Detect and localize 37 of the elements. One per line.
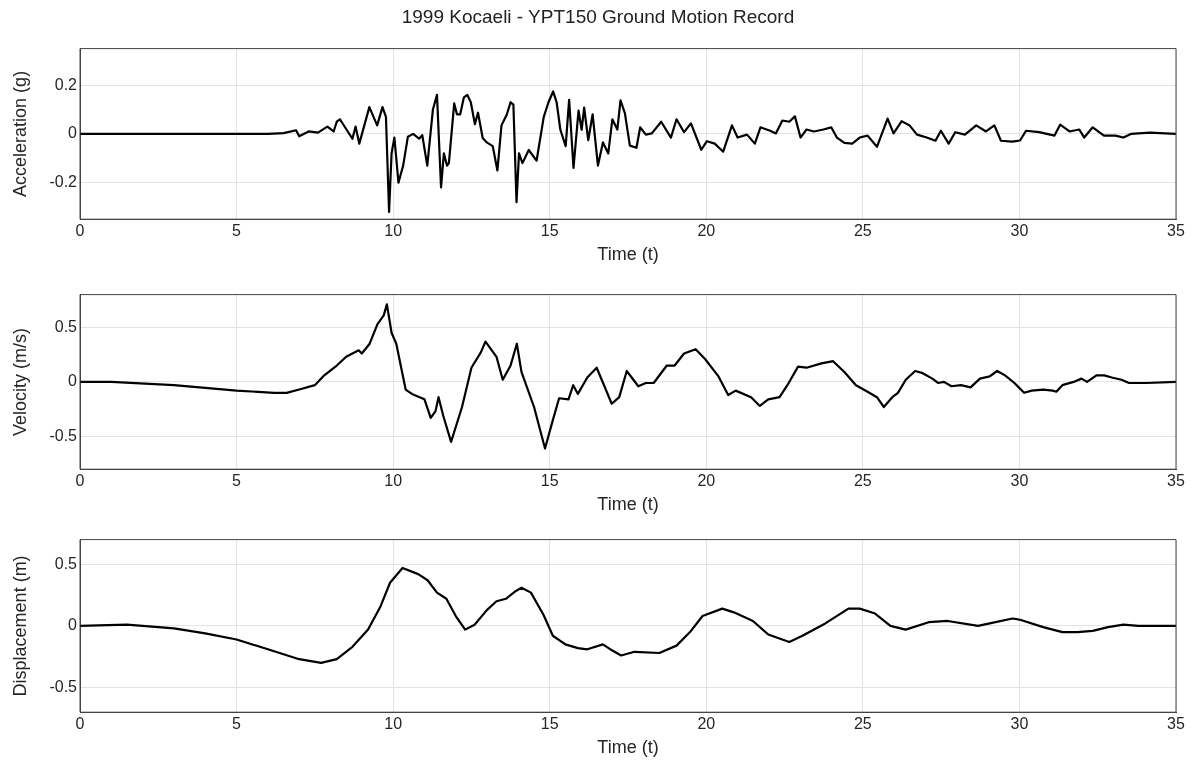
y-tick-label: -0.5 <box>49 677 78 695</box>
y-tick-label: 0.2 <box>54 75 78 93</box>
y-axis-title: Velocity (m/s) <box>9 327 30 436</box>
x-tick-label: 10 <box>384 715 403 733</box>
x-axis-title: Time (t) <box>597 494 659 515</box>
x-tick-label: 15 <box>540 222 559 240</box>
chart-title: 1999 Kocaeli - YPT150 Ground Motion Record <box>400 6 796 28</box>
x-axis-title: Time (t) <box>597 737 659 758</box>
y-tick-label: 0 <box>68 616 78 634</box>
x-axis-title: Time (t) <box>597 244 659 265</box>
x-tick-label: 25 <box>853 222 872 240</box>
x-tick-label: 35 <box>1167 472 1185 490</box>
x-tick-label: 15 <box>540 715 559 733</box>
x-tick-label: 30 <box>1010 222 1029 240</box>
y-axis-title: Displacement (m) <box>9 555 30 697</box>
x-tick-label: 5 <box>232 472 242 490</box>
y-tick-label: 0 <box>68 124 78 142</box>
x-tick-label: 15 <box>540 472 559 490</box>
x-tick-label: 10 <box>384 472 403 490</box>
y-tick-label: 0.5 <box>54 554 78 572</box>
x-tick-label: 5 <box>232 222 242 240</box>
x-tick-label: 20 <box>697 715 716 733</box>
x-tick-label: 30 <box>1010 715 1029 733</box>
y-tick-label: 0 <box>68 372 78 390</box>
x-tick-label: 20 <box>697 472 716 490</box>
x-tick-label: 5 <box>232 715 242 733</box>
y-tick-label: -0.5 <box>49 426 78 444</box>
x-tick-label: 25 <box>853 472 872 490</box>
x-tick-label: 30 <box>1010 472 1029 490</box>
y-tick-label: -0.2 <box>49 173 78 191</box>
y-axis-title: Acceleration (g) <box>9 70 30 197</box>
x-tick-label: 35 <box>1167 222 1185 240</box>
x-tick-label: 25 <box>853 715 872 733</box>
y-tick-label: 0.5 <box>54 317 78 335</box>
x-tick-label: 35 <box>1167 715 1185 733</box>
x-tick-label: 20 <box>697 222 716 240</box>
x-tick-label: 10 <box>384 222 403 240</box>
